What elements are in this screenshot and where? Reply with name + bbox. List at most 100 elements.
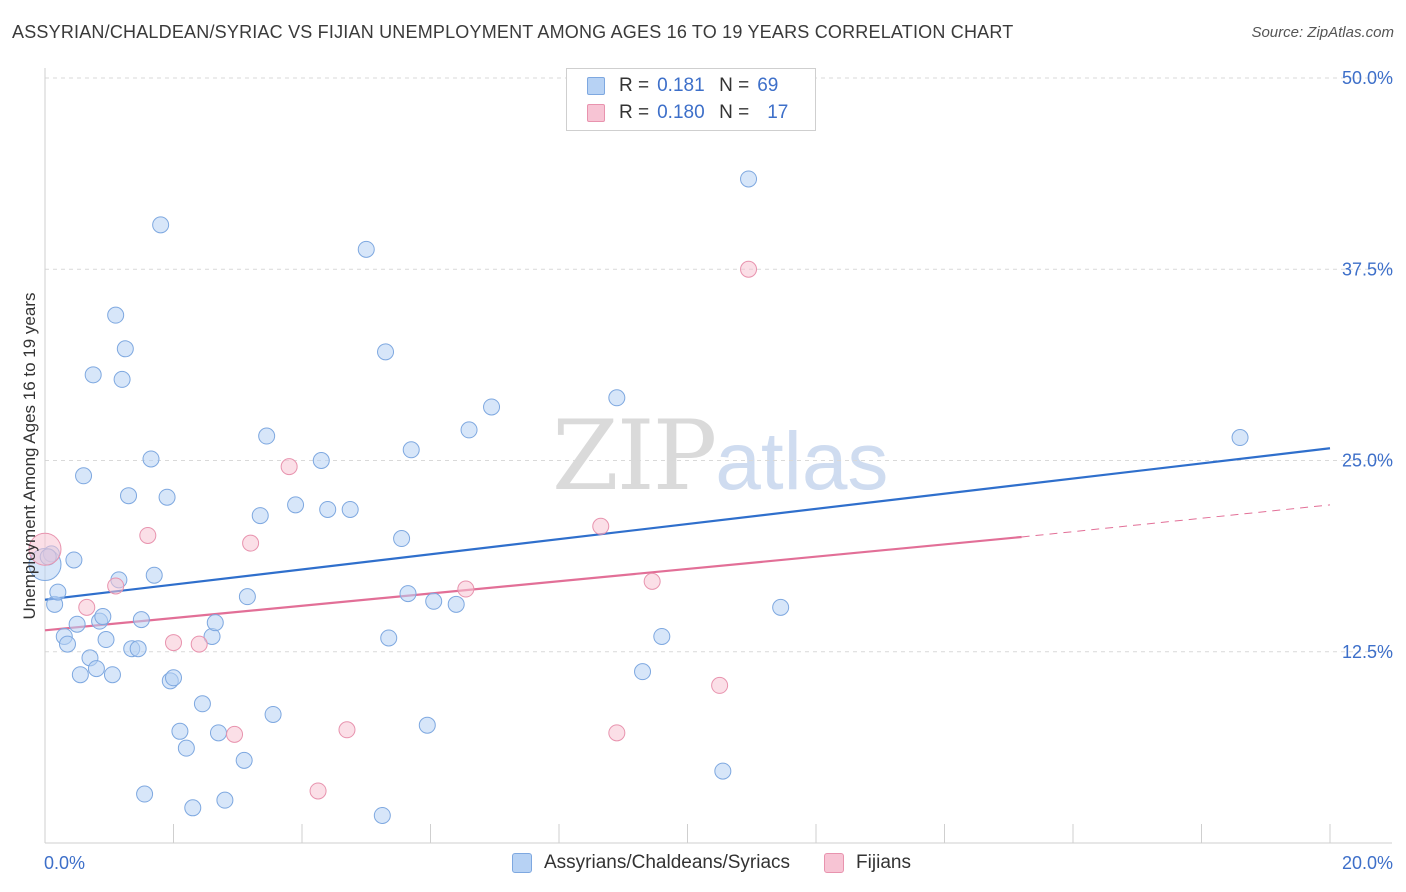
- point-assyrians-66: [772, 598, 790, 616]
- watermark-atlas: atlas: [715, 416, 889, 507]
- point-assyrians-53: [393, 530, 411, 548]
- r-label: R =: [619, 102, 650, 123]
- point-assyrians-38: [209, 724, 227, 742]
- point-assyrians-63: [653, 627, 671, 645]
- data-points: [28, 170, 1249, 824]
- point-assyrians-67: [1231, 429, 1249, 447]
- point-assyrians-28: [152, 216, 170, 234]
- point-assyrians-20: [116, 340, 134, 358]
- legend-swatch-blue: [587, 77, 605, 95]
- point-assyrians-3: [49, 583, 67, 601]
- point-assyrians-54: [399, 585, 417, 603]
- point-assyrians-14: [94, 608, 112, 626]
- n-value: 17: [767, 102, 789, 123]
- point-assyrians-29: [158, 488, 176, 506]
- point-fijians-10: [338, 721, 356, 739]
- point-assyrians-40: [238, 588, 256, 606]
- point-assyrians-17: [107, 306, 125, 324]
- point-assyrians-65: [740, 170, 758, 188]
- point-assyrians-39: [216, 791, 234, 809]
- point-assyrians-24: [132, 611, 150, 629]
- point-assyrians-57: [425, 592, 443, 610]
- point-assyrians-33: [177, 739, 195, 757]
- point-fijians-2: [107, 577, 125, 595]
- stats-row-fijians: R = 0.180 N = 17: [587, 101, 788, 125]
- x-tick-label-min: 0.0%: [44, 853, 85, 873]
- point-assyrians-32: [171, 722, 189, 740]
- point-fijians-13: [608, 724, 626, 742]
- legend-label-fijians: Fijians: [856, 852, 911, 873]
- point-fijians-3: [139, 526, 157, 544]
- r-value: 0.180: [657, 102, 705, 123]
- point-assyrians-27: [145, 566, 163, 584]
- point-assyrians-5: [58, 635, 76, 653]
- point-assyrians-55: [402, 441, 420, 459]
- point-fijians-9: [309, 782, 327, 800]
- y-tick-label-0: 12.5%: [1342, 642, 1393, 662]
- x-tick-label-max: 20.0%: [1342, 853, 1393, 873]
- trend-line-assyrians: [44, 447, 1331, 601]
- point-fijians-4: [165, 634, 182, 652]
- point-fijians-14: [643, 572, 661, 590]
- point-fijians-11: [457, 580, 475, 598]
- point-assyrians-61: [608, 389, 626, 407]
- point-assyrians-12: [87, 660, 105, 678]
- point-assyrians-46: [312, 452, 330, 469]
- y-axis-label: Unemployment Among Ages 16 to 19 years: [20, 293, 39, 620]
- point-assyrians-21: [120, 487, 138, 505]
- point-assyrians-56: [418, 716, 436, 734]
- point-assyrians-62: [634, 663, 652, 681]
- point-fijians-16: [740, 260, 758, 278]
- watermark-zip: ZIP: [552, 400, 717, 512]
- point-assyrians-50: [373, 806, 391, 824]
- series-legend: Assyrians/Chaldeans/Syriacs Fijians: [512, 852, 945, 874]
- point-assyrians-42: [251, 507, 269, 525]
- trend-line-fijians-extension: [1021, 504, 1331, 538]
- y-tick-label-1: 25.0%: [1342, 451, 1393, 471]
- legend-swatch-pink: [587, 104, 605, 122]
- point-assyrians-34: [184, 799, 202, 817]
- point-assyrians-8: [71, 666, 89, 684]
- point-assyrians-51: [377, 343, 395, 361]
- point-fijians-8: [280, 458, 298, 476]
- point-fijians-1: [78, 598, 96, 616]
- r-label: R =: [619, 75, 650, 96]
- point-fijians-0: [28, 532, 62, 566]
- point-assyrians-19: [113, 370, 131, 388]
- n-label: N =: [719, 75, 750, 96]
- legend-item-assyrians[interactable]: Assyrians/Chaldeans/Syriacs: [512, 852, 790, 874]
- point-fijians-7: [242, 534, 260, 552]
- point-assyrians-52: [380, 629, 398, 647]
- stats-legend: R = 0.181 N = 69 R = 0.180 N = 17: [566, 68, 816, 131]
- axes: [44, 68, 1392, 844]
- legend-item-fijians[interactable]: Fijians: [824, 852, 911, 874]
- zipatlas-watermark: ZIPatlas: [552, 400, 888, 512]
- y-tick-label-3: 50.0%: [1342, 68, 1393, 88]
- point-assyrians-48: [341, 500, 359, 518]
- trend-lines: [44, 447, 1331, 632]
- point-assyrians-47: [319, 500, 337, 518]
- point-assyrians-59: [460, 421, 478, 439]
- point-assyrians-11: [84, 366, 102, 384]
- point-assyrians-64: [714, 762, 732, 780]
- point-assyrians-35: [193, 695, 211, 713]
- point-assyrians-41: [235, 751, 253, 769]
- legend-swatch-pink: [824, 853, 845, 873]
- chart-title: ASSYRIAN/CHALDEAN/SYRIAC VS FIJIAN UNEMP…: [12, 22, 1014, 42]
- point-assyrians-9: [75, 467, 93, 485]
- point-fijians-6: [226, 725, 244, 743]
- legend-swatch-blue: [512, 853, 532, 873]
- point-assyrians-37: [206, 614, 224, 632]
- point-assyrians-7: [68, 615, 86, 633]
- point-fijians-15: [711, 676, 729, 694]
- trend-line-fijians: [44, 535, 1022, 632]
- legend-label-assyrians: Assyrians/Chaldeans/Syriacs: [544, 852, 791, 873]
- source-label: Source: ZipAtlas.com: [1251, 24, 1394, 41]
- n-value: 69: [757, 75, 779, 96]
- tick-labels: 12.5% 25.0% 37.5% 50.0% 0.0% 20.0% Unemploymen…: [20, 68, 1393, 873]
- point-assyrians-23: [129, 640, 147, 658]
- point-assyrians-43: [258, 427, 276, 445]
- point-fijians-12: [592, 517, 610, 535]
- point-assyrians-60: [483, 398, 501, 416]
